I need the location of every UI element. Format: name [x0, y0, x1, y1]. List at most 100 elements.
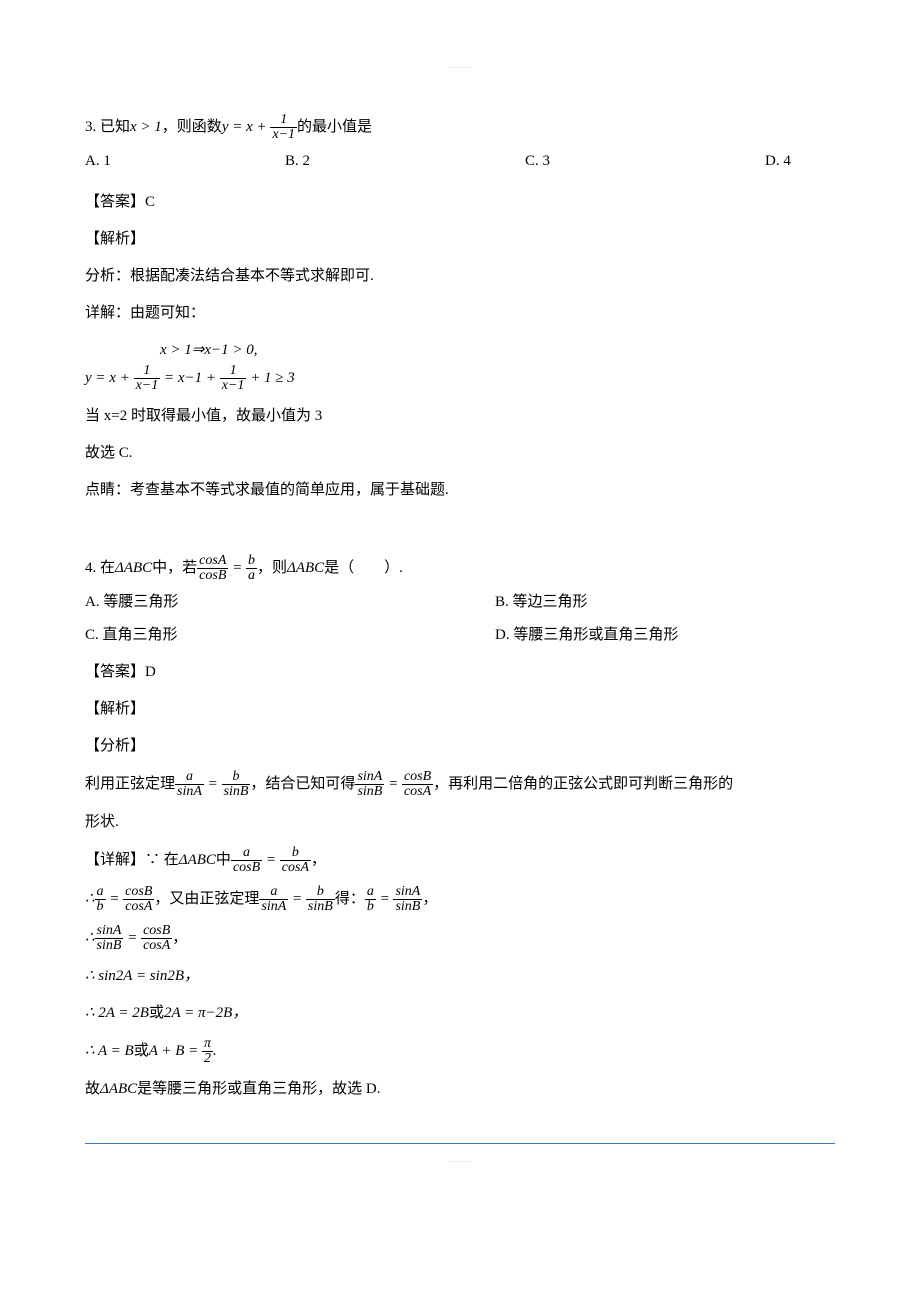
q4-choice-d: D. 等腰三角形或直角三角形: [495, 622, 835, 649]
bottom-dots: ………: [85, 1154, 835, 1167]
q4-a1-eq1: =: [204, 776, 222, 792]
q4-d2-f2d: cosA: [141, 939, 172, 953]
q4-d0-f1d: cosB: [231, 861, 262, 875]
q4-d1-pre: ∴: [85, 891, 95, 907]
q4-d1-f5n: a: [365, 885, 376, 900]
q3-func-lhs: y = x +: [222, 119, 271, 135]
q4-tri1: ΔABC: [115, 560, 152, 576]
q3-stem: 3. 已知x > 1，则函数y = x + 1x−1的最小值是: [85, 113, 835, 142]
q4-d5: ∴ A = B或A + B = π2.: [85, 1037, 835, 1066]
q4-a1-f4d: cosA: [402, 785, 433, 799]
q3-d-f1d: x−1: [134, 379, 161, 393]
q3-derivation: x > 1⇒x−1 > 0, y = x + 1x−1 = x−1 + 1x−1…: [85, 337, 835, 393]
q4-d5-or: 或: [134, 1043, 149, 1059]
q4-d1-comma: ，: [422, 891, 437, 907]
q4-number: 4.: [85, 560, 100, 576]
q4-d3: ∴ sin2A = sin2B，: [85, 963, 835, 990]
q4-d5-post-pre: A + B =: [149, 1043, 202, 1059]
q3-answer-label: 【答案】: [85, 194, 145, 210]
q4-f1d: cosB: [197, 569, 228, 583]
q4-detail-label: 【详解】: [85, 852, 145, 868]
q4-analysis-label: 【解析】: [85, 696, 835, 723]
q3-deriv-tail: + 1 ≥ 3: [246, 370, 294, 386]
q4-a1-f2n: b: [222, 770, 251, 785]
q4-choices-row2: C. 直角三角形 D. 等腰三角形或直角三角形: [85, 622, 835, 649]
q4-d5-fd: 2: [202, 1052, 213, 1066]
q4-sub-label: 【分析】: [85, 733, 835, 760]
q3-detail-1: 详解：由题可知：: [85, 300, 835, 327]
q4-choice-a: A. 等腰三角形: [85, 589, 495, 616]
q4-d5-fn: π: [202, 1037, 213, 1052]
q4-a1-mid: ，结合已知可得: [250, 776, 355, 792]
q4-d6-tri: ΔABC: [100, 1081, 137, 1097]
q4-a1-eq2: =: [384, 776, 402, 792]
q4-stem: 4. 在ΔABC中，若cosAcosB = ba，则ΔABC是（ ）.: [85, 554, 835, 583]
q4-d1-f4n: b: [306, 885, 335, 900]
q4-d0-f2n: b: [280, 846, 311, 861]
q3-line-hint: 点睛：考查基本不等式求最值的简单应用，属于基础题.: [85, 477, 835, 504]
q3-analysis-1: 分析：根据配凑法结合基本不等式求解即可.: [85, 263, 835, 290]
q4-eq1: =: [228, 560, 246, 576]
q4-d0-mid: 中: [216, 852, 231, 868]
q4-d1-f2d: cosA: [123, 900, 154, 914]
q4-d2-f1n: sinA: [95, 924, 124, 939]
q4-d1-f1d: b: [95, 900, 106, 914]
q4-d1-mid: ，又由正弦定理: [154, 891, 259, 907]
q4-mid1: 中，若: [152, 560, 197, 576]
q4-a1-f1n: a: [175, 770, 204, 785]
q4-d4-post: 2A = π−2B，: [164, 1005, 247, 1021]
q4-d1-f4d: sinB: [306, 900, 335, 914]
q4-d0-f1n: a: [231, 846, 262, 861]
q4-d6: 故ΔABC是等腰三角形或直角三角形，故选 D.: [85, 1076, 835, 1103]
q4-d1-f6d: sinB: [393, 900, 422, 914]
q3-analysis-label: 【解析】: [85, 226, 835, 253]
q4-tail: 是（ ）.: [324, 560, 403, 576]
q4-d4-or: 或: [149, 1005, 164, 1021]
q4-d2: ∴sinAsinB = cosBcosA，: [85, 924, 835, 953]
q4-d1-mid2: 得：: [335, 891, 365, 907]
q3-number: 3.: [85, 119, 100, 135]
q3-deriv-top: x > 1⇒x−1 > 0,: [85, 337, 835, 364]
q4-a1-f4n: cosB: [402, 770, 433, 785]
q4-post: ，则: [257, 560, 287, 576]
q4-d0-comma: ，: [311, 852, 326, 868]
q4-d6-pre: 故: [85, 1081, 100, 1097]
q4-d4-pre: ∴ 2A = 2B: [85, 1005, 149, 1021]
q4-a1-f2d: sinB: [222, 785, 251, 799]
q3-choice-a: A. 1: [85, 148, 285, 175]
q4-a1-f3n: sinA: [355, 770, 384, 785]
q4-a1-f3d: sinB: [355, 785, 384, 799]
q4-d1-f2n: cosB: [123, 885, 154, 900]
q3-d-f2n: 1: [220, 364, 247, 379]
q4-answer-line: 【答案】D: [85, 659, 835, 686]
q4-answer-label: 【答案】: [85, 664, 145, 680]
q4-d2-pre: ∴: [85, 930, 95, 946]
q4-a1: 利用正弦定理asinA = bsinB，结合已知可得sinAsinB = cos…: [85, 770, 835, 799]
q4-d5-tail: .: [213, 1043, 217, 1059]
q4-d5-pre: ∴ A = B: [85, 1043, 134, 1059]
q4-d0: 【详解】∵ 在ΔABC中acosB = bcosA，: [85, 846, 835, 875]
q4-d1-eq1: =: [106, 891, 124, 907]
q4-choice-b: B. 等边三角形: [495, 589, 835, 616]
q4-d0-tri: ΔABC: [179, 852, 216, 868]
q4-d6-post: 是等腰三角形或直角三角形，故选 D.: [137, 1081, 380, 1097]
q4-d1-f3n: a: [259, 885, 288, 900]
q3-tail: 的最小值是: [297, 119, 372, 135]
q4-d1-eq2: =: [288, 891, 306, 907]
q3-frac-den: x−1: [270, 128, 297, 142]
q4-choice-c: C. 直角三角形: [85, 622, 495, 649]
q3-line-so: 故选 C.: [85, 440, 835, 467]
q3-frac-num: 1: [270, 113, 297, 128]
q4-d0-eq: =: [262, 852, 280, 868]
q4-a1-f1d: sinA: [175, 785, 204, 799]
q4-d1-f1n: a: [95, 885, 106, 900]
q4-d2-eq: =: [123, 930, 141, 946]
q3-post: ，则函数: [162, 119, 222, 135]
q3-cond: x > 1: [130, 119, 162, 135]
q3-deriv-main: y = x + 1x−1 = x−1 + 1x−1 + 1 ≥ 3: [85, 364, 835, 393]
q3-d-f2d: x−1: [220, 379, 247, 393]
q3-choice-b: B. 2: [285, 148, 525, 175]
q3-answer-line: 【答案】C: [85, 189, 835, 216]
q3-choices: A. 1 B. 2 C. 3 D. 4: [85, 148, 835, 175]
q3-choice-d: D. 4: [765, 148, 835, 175]
